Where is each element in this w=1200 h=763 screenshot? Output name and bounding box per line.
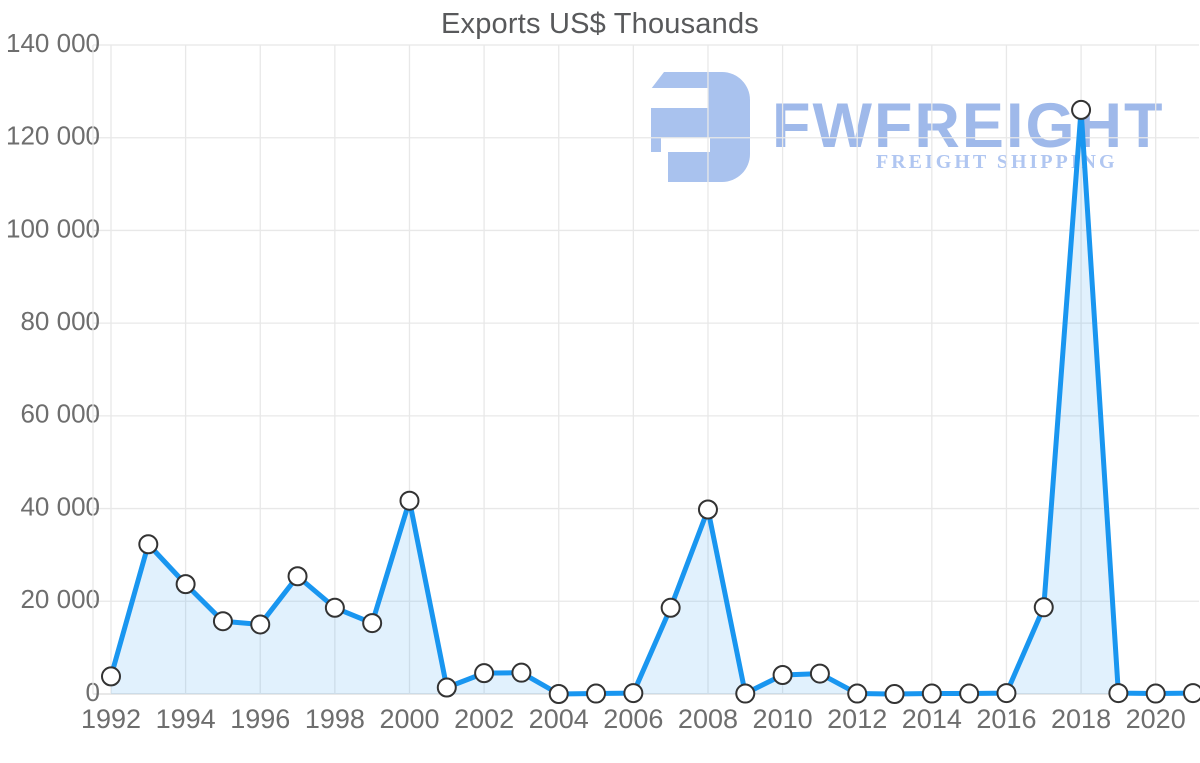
- x-axis-label: 1992: [81, 704, 141, 734]
- data-point-2009[interactable]: [735, 683, 756, 704]
- data-point-2008[interactable]: [697, 499, 718, 520]
- data-point-1996[interactable]: [250, 614, 271, 635]
- data-point-2001[interactable]: [436, 677, 457, 698]
- y-axis-label: 60 000: [20, 399, 100, 429]
- x-axis-label: 2018: [1051, 704, 1111, 734]
- data-point-1997[interactable]: [287, 566, 308, 587]
- data-point-2006[interactable]: [623, 683, 644, 704]
- data-point-2014[interactable]: [921, 683, 942, 704]
- data-point-2002[interactable]: [474, 663, 495, 684]
- x-axis-label: 1998: [305, 704, 365, 734]
- y-axis-label: 40 000: [20, 491, 100, 521]
- data-point-2018[interactable]: [1071, 99, 1092, 120]
- data-point-1998[interactable]: [324, 597, 345, 618]
- y-axis-label: 80 000: [20, 306, 100, 336]
- brand-tagline: FREIGHT SHIPPING: [876, 151, 1118, 173]
- data-point-2017[interactable]: [1033, 597, 1054, 618]
- series-line: [108, 107, 1196, 697]
- data-point-2015[interactable]: [959, 683, 980, 704]
- x-axis-label: 2020: [1126, 704, 1186, 734]
- x-axis-label: 2014: [902, 704, 962, 734]
- x-axis-label: 2000: [379, 704, 439, 734]
- chart-title: Exports US$ Thousands: [440, 8, 759, 40]
- data-point-2016[interactable]: [996, 683, 1017, 704]
- data-point-1993[interactable]: [138, 534, 159, 555]
- data-point-1992[interactable]: [101, 666, 121, 687]
- data-point-2010[interactable]: [772, 664, 793, 685]
- data-point-2004[interactable]: [548, 684, 569, 704]
- x-axis-label: 1994: [156, 704, 216, 734]
- data-point-2005[interactable]: [586, 683, 607, 704]
- x-axis-label: 2004: [529, 704, 589, 734]
- brand-name: FWFREIGHT: [772, 91, 1165, 161]
- data-point-2021[interactable]: [1183, 683, 1200, 704]
- y-axis-label: 100 000: [6, 213, 100, 243]
- y-axis-label: 20 000: [20, 584, 100, 614]
- data-point-2020[interactable]: [1145, 683, 1166, 704]
- x-axis-label: 2016: [976, 704, 1036, 734]
- data-point-1995[interactable]: [212, 611, 233, 632]
- data-point-2012[interactable]: [847, 683, 868, 704]
- data-point-2003[interactable]: [511, 662, 532, 683]
- data-point-2007[interactable]: [660, 597, 681, 618]
- x-axis-label: 1996: [230, 704, 290, 734]
- data-point-1999[interactable]: [362, 613, 383, 634]
- x-axis-label: 2010: [753, 704, 813, 734]
- data-point-2013[interactable]: [884, 684, 905, 704]
- x-axis-label: 2006: [603, 704, 663, 734]
- x-axis-label: 2012: [827, 704, 887, 734]
- data-point-2019[interactable]: [1108, 683, 1129, 704]
- y-axis-label: 120 000: [6, 121, 100, 151]
- data-point-2011[interactable]: [809, 663, 830, 684]
- y-axis-label: 140 000: [6, 28, 100, 58]
- data-point-1994[interactable]: [175, 574, 196, 595]
- data-point-2000[interactable]: [399, 490, 420, 511]
- x-axis-label: 2002: [454, 704, 514, 734]
- brand-logo-icon: [650, 72, 750, 182]
- x-axis-label: 2008: [678, 704, 738, 734]
